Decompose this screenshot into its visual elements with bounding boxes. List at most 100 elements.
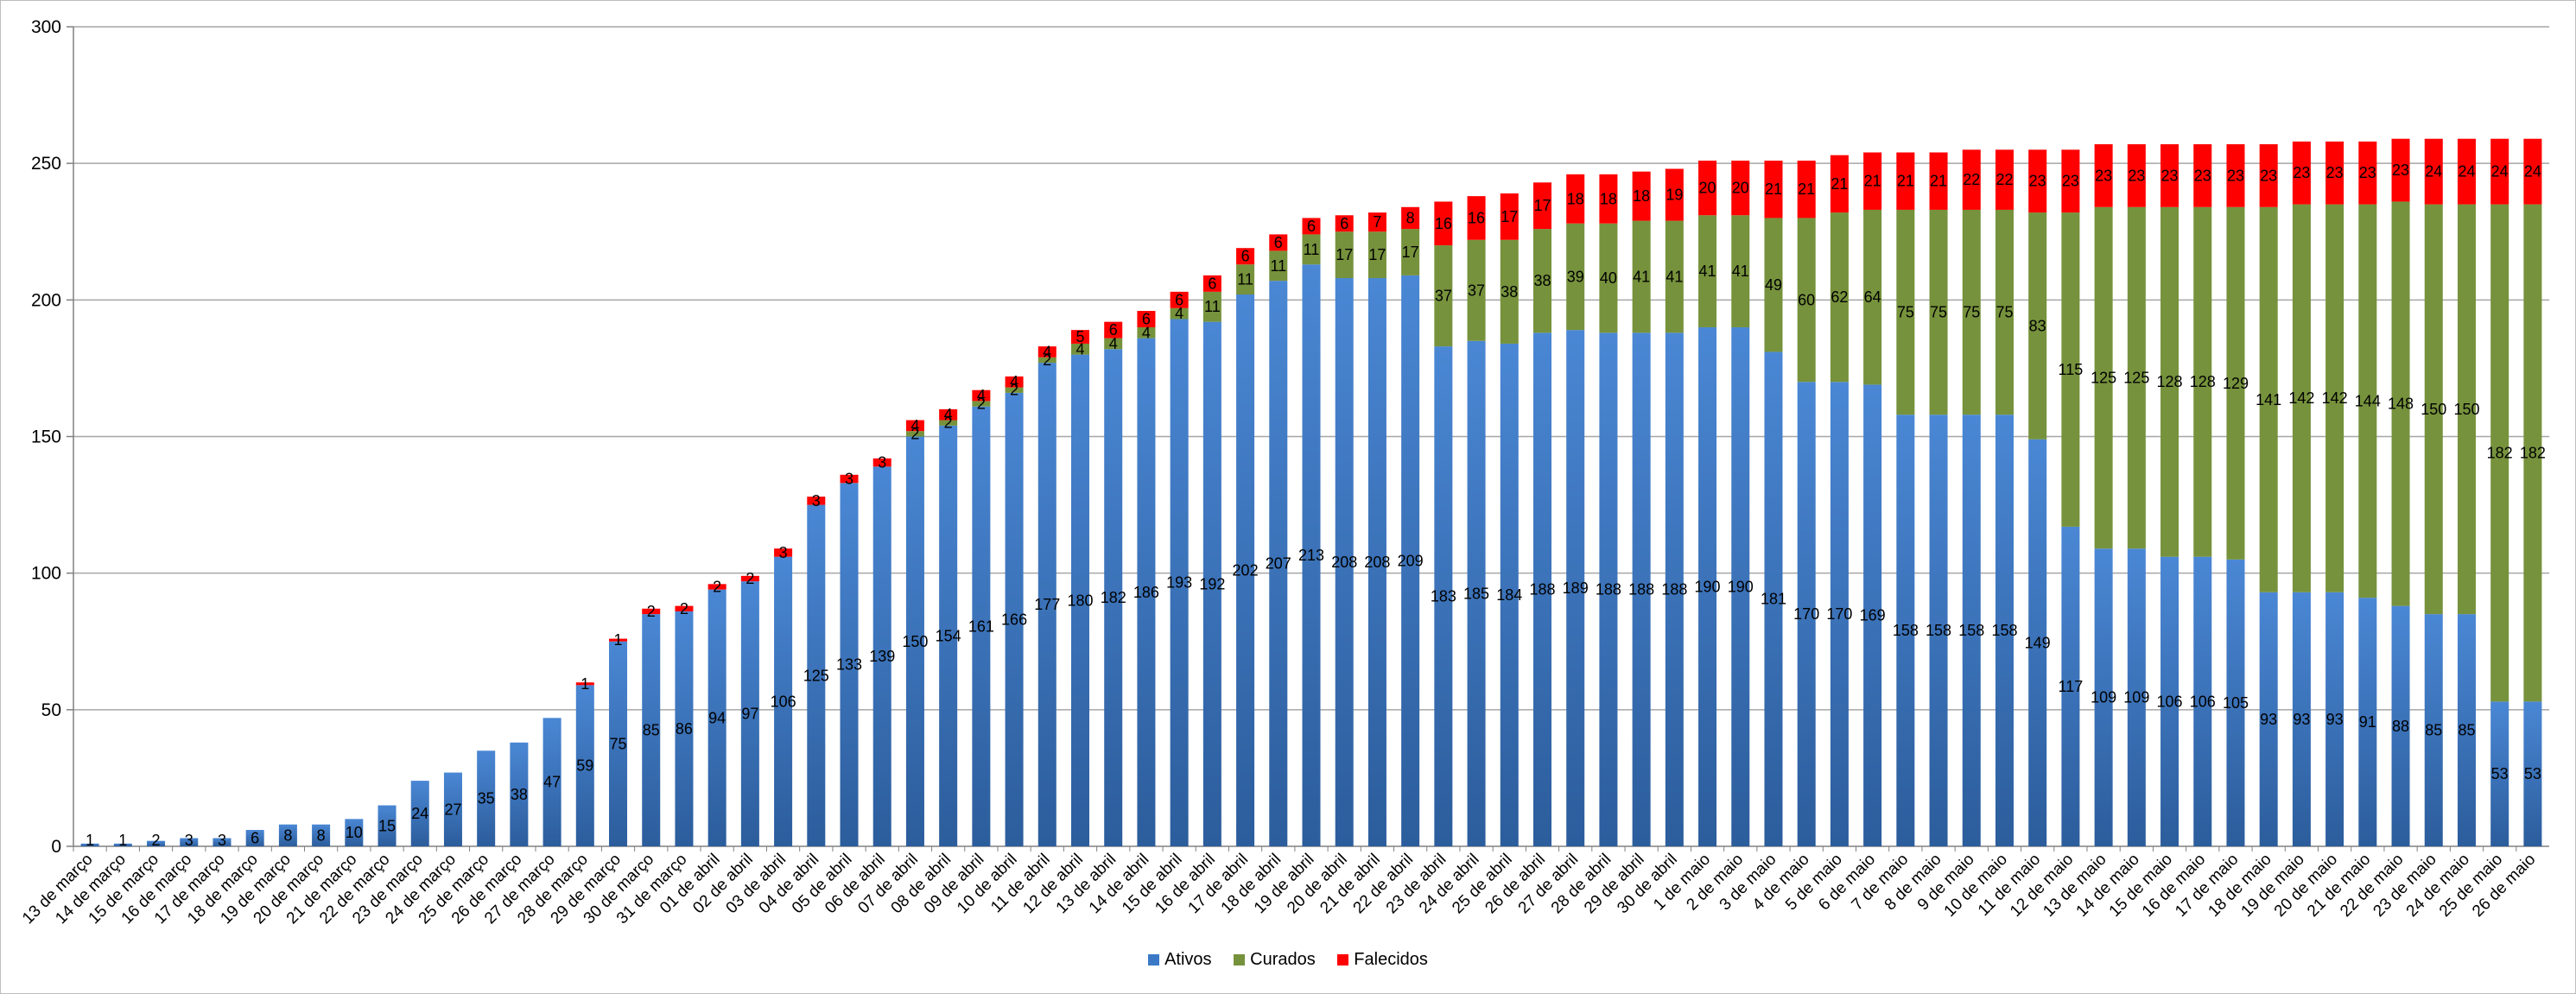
bar-curado: [2358, 204, 2377, 598]
bar-falecido: [642, 608, 661, 615]
data-label-ativo: 169: [1860, 607, 1886, 624]
data-label-ativo: 75: [610, 735, 627, 752]
bar-ativo: [1037, 363, 1056, 847]
data-label-falecido: 1: [581, 675, 589, 693]
data-label-ativo: 106: [771, 693, 796, 710]
data-label-curado: 141: [2256, 391, 2281, 408]
bar-falecido: [807, 497, 826, 505]
legend-swatch-falecidos: [1337, 954, 1349, 966]
data-label-falecido: 21: [1897, 173, 1914, 190]
bar-falecido: [1104, 321, 1123, 339]
bar-falecido: [2523, 138, 2542, 205]
bar-curado: [2292, 204, 2311, 592]
data-label-falecido: 24: [2425, 163, 2442, 180]
bar-falecido: [740, 575, 759, 582]
bar-ativo: [1335, 278, 1354, 846]
bar-curado: [1632, 220, 1651, 333]
bar-falecido: [1599, 174, 1618, 224]
bar-ativo: [113, 843, 132, 846]
bar-ativo: [510, 742, 529, 846]
data-label-ativo: 149: [2025, 634, 2051, 651]
data-label-ativo: 3: [218, 832, 226, 849]
data-label-curado: 75: [1995, 304, 2013, 321]
bar-falecido: [1797, 161, 1816, 218]
bar-ativo: [642, 614, 661, 846]
bar-ativo: [1863, 384, 1882, 846]
bar-ativo: [2457, 614, 2476, 846]
bar-curado: [905, 431, 924, 437]
data-label-curado: 11: [1304, 241, 1320, 258]
bar-curado: [2490, 204, 2509, 702]
data-label-ativo: 2: [152, 832, 161, 849]
bar-curado: [1367, 231, 1386, 279]
data-label-ativo: 94: [708, 709, 726, 726]
data-label-ativo: 6: [251, 830, 259, 847]
bar-curado: [2457, 204, 2476, 615]
data-label-falecido: 6: [1274, 234, 1283, 251]
data-label-ativo: 85: [643, 722, 660, 739]
data-label-falecido: 22: [1963, 171, 1980, 188]
data-label-falecido: 20: [1732, 180, 1749, 197]
data-label-falecido: 16: [1435, 215, 1452, 232]
bar-ativo: [972, 406, 991, 846]
data-label-falecido: 23: [2227, 167, 2244, 184]
bar-ativo: [213, 838, 232, 846]
data-label-curado: 182: [2520, 444, 2546, 461]
bar-curado: [972, 401, 991, 407]
bar-ativo: [1830, 382, 1849, 846]
data-label-ativo: 207: [1266, 555, 1291, 573]
bar-falecido: [1995, 149, 2014, 210]
data-label-ativo: 35: [478, 790, 495, 807]
data-label-curado: 150: [2421, 401, 2446, 418]
bar-ativo: [410, 781, 429, 846]
data-label-falecido: 4: [977, 387, 986, 404]
data-label-falecido: 23: [2194, 167, 2211, 184]
data-label-curado: 2: [944, 415, 953, 432]
data-label-curado: 60: [1798, 291, 1815, 308]
data-label-curado: 41: [1666, 268, 1683, 285]
data-label-ativo: 8: [283, 826, 292, 844]
bar-ativo: [1632, 332, 1651, 846]
bar-curado: [1005, 387, 1024, 393]
bar-falecido: [1302, 218, 1321, 235]
legend: Ativos Curados Falecidos: [0, 950, 2576, 970]
data-label-curado: 2: [977, 396, 986, 413]
bar-falecido: [1896, 152, 1915, 210]
bar-curado: [2193, 206, 2212, 557]
data-label-curado: 75: [1963, 304, 1980, 321]
bar-curado: [1698, 215, 1717, 327]
data-label-falecido: 2: [680, 600, 688, 617]
data-label-ativo: 85: [2458, 722, 2475, 739]
data-label-ativo: 10: [346, 824, 363, 841]
bar-ativo: [2127, 548, 2146, 846]
data-label-ativo: 183: [1431, 588, 1456, 605]
data-label-falecido: 4: [1043, 343, 1051, 360]
data-label-curado: 2: [910, 425, 919, 442]
bar-falecido: [1962, 149, 1981, 210]
data-label-curado: 39: [1567, 268, 1584, 285]
data-label-ativo: 170: [1826, 605, 1852, 623]
data-label-falecido: 24: [2458, 163, 2475, 180]
bar-curado: [2061, 212, 2080, 527]
bar-curado: [2391, 201, 2410, 606]
data-label-falecido: 23: [2062, 173, 2079, 190]
data-label-ativo: 170: [1793, 605, 1819, 623]
legend-label-curados: Curados: [1250, 950, 1316, 969]
data-label-ativo: 117: [2059, 678, 2084, 695]
data-label-ativo: 189: [1563, 579, 1589, 597]
data-label-curado: 142: [2288, 389, 2314, 407]
bar-falecido: [1698, 161, 1717, 216]
bar-falecido: [2259, 144, 2278, 207]
bar-ativo: [80, 843, 99, 846]
bar-ativo: [1170, 319, 1189, 846]
data-label-falecido: 2: [746, 570, 754, 587]
data-label-curado: 4: [1175, 305, 1183, 322]
data-label-ativo: 38: [511, 786, 528, 803]
y-tick-label: 250: [31, 154, 61, 174]
bar-falecido: [840, 474, 859, 484]
bar-falecido: [872, 458, 891, 467]
data-label-falecido: 24: [2524, 163, 2541, 180]
data-label-curado: 41: [1699, 263, 1716, 280]
data-label-falecido: 1: [614, 631, 623, 649]
